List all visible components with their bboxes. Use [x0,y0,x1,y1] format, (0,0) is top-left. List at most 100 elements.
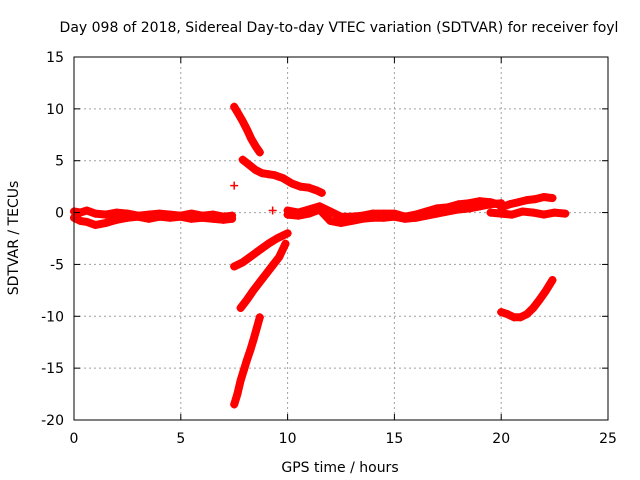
data-point-marker [401,212,410,221]
data-point-marker [219,212,228,221]
y-axis-label: SDTVAR / TECUs [6,181,22,296]
y-tick-label: -5 [50,257,64,273]
data-point-marker [91,209,100,218]
data-point-marker [272,234,281,243]
data-point-marker [542,286,551,295]
data-point-marker [379,209,388,218]
data-point-marker [347,212,356,221]
data-point-marker [230,400,239,409]
data-point-marker [411,210,420,219]
data-point-marker [230,102,239,111]
data-point-marker [390,209,399,218]
data-point-marker [535,295,544,304]
data-point-marker [518,207,527,216]
data-point-marker [264,239,273,248]
data-point-marker [358,211,367,220]
chart-title: Day 098 of 2018, Sidereal Day-to-day VTE… [60,20,619,36]
data-point-marker [112,208,121,217]
data-point-marker [249,336,258,345]
data-point-marker [422,207,431,216]
y-tick-label: 10 [46,102,64,118]
data-point-marker [230,262,239,271]
series-arc-lower-2 [236,239,290,312]
x-tick-label: 25 [599,431,617,447]
data-point-marker [102,218,111,227]
y-tick-label: 0 [55,206,64,222]
data-point-marker [239,366,248,375]
data-point-marker [529,303,538,312]
data-point-marker [497,308,506,317]
data-point-marker [304,205,313,214]
data-point-marker [465,199,474,208]
data-point-marker [76,216,85,225]
data-point-marker [279,174,288,183]
data-point-marker [486,198,495,207]
data-point-marker [243,295,252,304]
data-point-marker [287,179,296,188]
data-point-marker [243,125,252,134]
data-point-marker [236,303,245,312]
y-tick-label: 15 [46,50,64,66]
data-point-marker [82,217,91,226]
data-point-marker [257,169,266,178]
data-point-marker [255,313,264,322]
data-point-marker [268,261,277,270]
data-point-marker [548,275,557,284]
data-point-marker [275,253,284,262]
data-point-marker [247,252,256,261]
data-point-marker [294,208,303,217]
data-point-marker [91,221,100,230]
data-point-marker [270,171,279,180]
data-point-marker [326,216,335,225]
data-point-marker [326,207,335,216]
data-point-marker [539,210,548,219]
data-point-marker [281,239,290,248]
data-point-marker [475,197,484,206]
data-layer [70,102,570,409]
data-point-marker [279,231,288,240]
data-point-marker [507,210,516,219]
data-point-marker [228,211,237,220]
x-tick-label: 15 [385,431,403,447]
data-point-marker [208,210,217,219]
data-point-marker [243,355,252,364]
data-point-marker [503,310,512,319]
series-band-late-a [497,193,557,212]
data-point-marker [236,376,245,385]
series-arc-lower-1 [230,229,292,271]
data-point-marker [230,181,239,190]
data-point-marker [539,193,548,202]
data-point-marker [529,208,538,217]
data-point-marker [337,212,345,221]
data-point-marker [187,209,196,218]
data-point-marker [300,207,309,216]
data-point-marker [255,148,264,157]
data-point-marker [313,186,322,195]
data-point-marker [255,245,264,254]
y-tick-label: -20 [41,413,64,429]
data-point-marker [433,204,442,213]
data-point-marker [369,209,378,218]
data-point-marker [82,206,91,215]
data-point-marker [238,117,247,126]
data-point-marker [176,211,185,220]
data-point-marker [144,210,153,219]
data-point-marker [522,310,531,319]
series-arc-upper-1 [230,102,264,157]
data-point-marker [234,110,243,119]
data-point-marker [548,194,557,203]
series-arc-late [497,275,557,322]
series-trail [236,239,290,312]
data-point-marker [251,142,260,151]
series-arc-upper-2 [238,155,326,197]
data-point-marker [155,209,164,218]
data-point-marker [268,206,277,215]
data-point-marker [255,278,264,287]
data-point-marker [262,269,271,278]
data-point-marker [304,183,313,192]
data-point-marker [249,286,258,295]
data-point-marker [283,229,292,238]
data-point-marker [166,210,175,219]
data-point-marker [497,209,506,218]
